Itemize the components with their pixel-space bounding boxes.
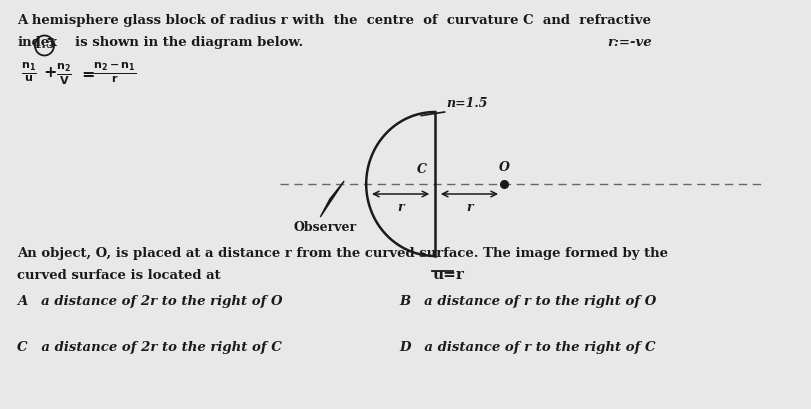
Text: C   a distance of 2r to the right of C: C a distance of 2r to the right of C (17, 341, 281, 354)
Text: C: C (417, 163, 427, 176)
Text: $\mathbf{\frac{n_1}{u}}$: $\mathbf{\frac{n_1}{u}}$ (21, 61, 36, 85)
Text: curved surface is located at: curved surface is located at (17, 269, 221, 282)
Text: Observer: Observer (293, 221, 356, 234)
Text: O: O (498, 161, 508, 174)
Text: r: r (397, 201, 403, 214)
Text: An object, O, is placed at a distance r from the curved surface. The image forme: An object, O, is placed at a distance r … (17, 247, 667, 260)
Text: u=r: u=r (432, 268, 464, 282)
Text: r: r (466, 201, 472, 214)
Text: A   a distance of 2r to the right of O: A a distance of 2r to the right of O (17, 295, 282, 308)
Text: $\mathbf{\frac{n_2 - n_1}{r}}$: $\mathbf{\frac{n_2 - n_1}{r}}$ (92, 61, 136, 85)
Text: D   a distance of r to the right of C: D a distance of r to the right of C (399, 341, 655, 354)
Text: index: index (17, 36, 57, 49)
Polygon shape (320, 181, 344, 217)
Text: n=1.5: n=1.5 (446, 97, 487, 110)
Text: $\mathbf{+}$: $\mathbf{+}$ (43, 65, 57, 80)
Text: $\mathbf{\frac{n_2}{V}}$: $\mathbf{\frac{n_2}{V}}$ (56, 61, 72, 87)
Text: A hemisphere glass block of radius r with  the  centre  of  curvature C  and  re: A hemisphere glass block of radius r wit… (17, 14, 650, 27)
Text: $\mathbf{=}$: $\mathbf{=}$ (79, 65, 95, 80)
Text: 1.5: 1.5 (32, 38, 56, 51)
Text: is shown in the diagram below.: is shown in the diagram below. (75, 36, 303, 49)
Text: B   a distance of r to the right of O: B a distance of r to the right of O (399, 295, 656, 308)
Text: r:=-ve: r:=-ve (607, 36, 651, 49)
